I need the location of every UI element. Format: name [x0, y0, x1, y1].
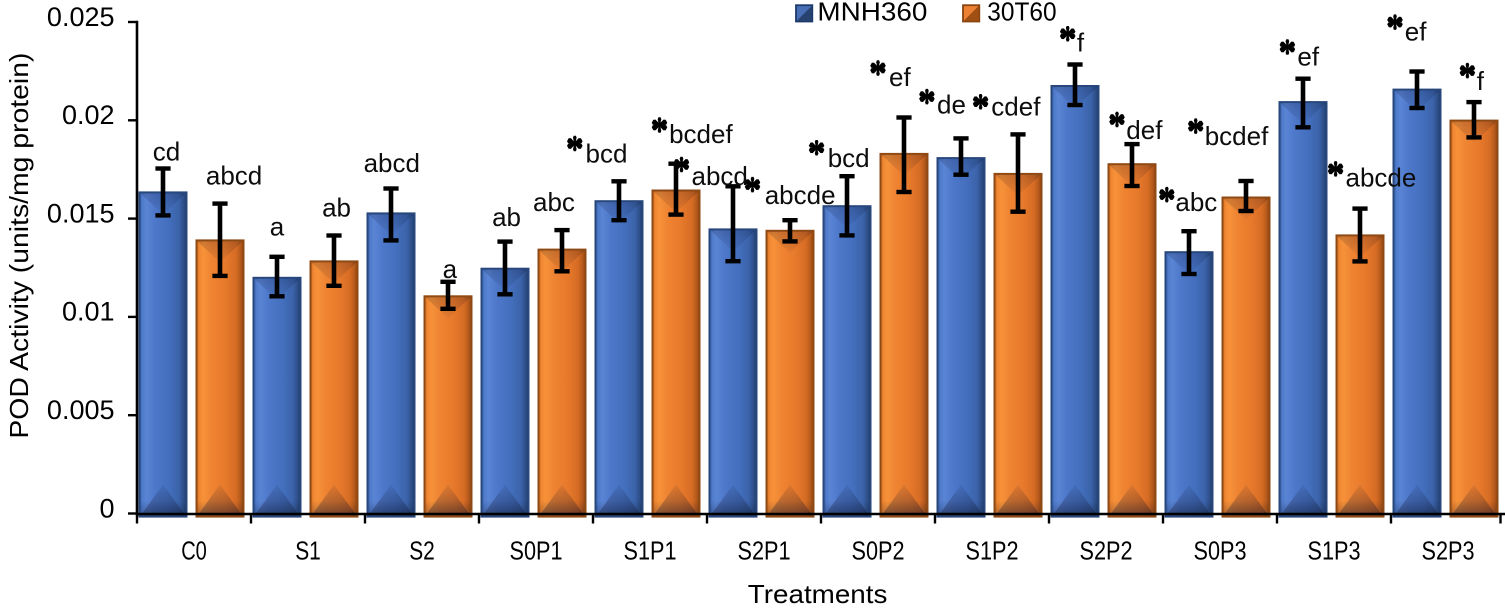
svg-text:Treatments: Treatments — [748, 579, 888, 608]
svg-text:S1P2: S1P2 — [966, 536, 1019, 566]
svg-text:bcd: bcd — [586, 139, 628, 169]
svg-text:S0P3: S0P3 — [1194, 536, 1247, 566]
svg-text:bcdef: bcdef — [669, 119, 733, 149]
svg-text:0.02: 0.02 — [62, 100, 115, 130]
svg-text:abcde: abcde — [1346, 163, 1417, 193]
svg-text:def: def — [1126, 115, 1163, 145]
svg-text:bcdef: bcdef — [1205, 121, 1269, 151]
svg-text:abcd: abcd — [364, 148, 420, 178]
svg-text:f: f — [1477, 66, 1485, 96]
svg-text:ef: ef — [1297, 42, 1319, 72]
svg-text:abcd: abcd — [692, 161, 748, 191]
svg-text:C0: C0 — [181, 536, 207, 566]
svg-text:30T60: 30T60 — [987, 0, 1056, 27]
svg-text:ab: ab — [322, 192, 351, 222]
svg-text:MNH360: MNH360 — [817, 0, 927, 27]
svg-text:S2P2: S2P2 — [1080, 536, 1133, 566]
svg-text:a: a — [270, 212, 285, 242]
svg-text:abcde: abcde — [765, 180, 836, 210]
svg-text:S1: S1 — [295, 536, 321, 566]
svg-text:0.005: 0.005 — [47, 395, 115, 425]
svg-text:ef: ef — [1405, 17, 1427, 47]
svg-text:S0P2: S0P2 — [852, 536, 905, 566]
svg-text:abc: abc — [1175, 187, 1217, 217]
svg-text:ef: ef — [889, 62, 911, 92]
svg-text:a: a — [443, 254, 458, 284]
svg-text:S1P3: S1P3 — [1308, 536, 1361, 566]
svg-text:abcd: abcd — [206, 161, 262, 191]
svg-text:ab: ab — [492, 202, 521, 232]
svg-text:S0P1: S0P1 — [510, 536, 563, 566]
svg-text:S2P1: S2P1 — [738, 536, 791, 566]
svg-text:de: de — [937, 90, 966, 120]
svg-text:0: 0 — [99, 493, 114, 523]
svg-text:cdef: cdef — [991, 92, 1041, 122]
svg-text:POD Activity (units/mg protein: POD Activity (units/mg protein) — [4, 53, 34, 439]
svg-text:S2P3: S2P3 — [1422, 536, 1475, 566]
svg-text:f: f — [1077, 28, 1085, 58]
svg-text:cd: cd — [153, 137, 180, 167]
svg-text:0.025: 0.025 — [47, 2, 115, 32]
svg-text:abc: abc — [533, 187, 575, 217]
svg-text:S1P1: S1P1 — [624, 536, 677, 566]
svg-text:0.015: 0.015 — [47, 198, 115, 228]
svg-text:0.01: 0.01 — [62, 297, 115, 327]
svg-text:S2: S2 — [409, 536, 435, 566]
svg-text:bcd: bcd — [828, 143, 870, 173]
